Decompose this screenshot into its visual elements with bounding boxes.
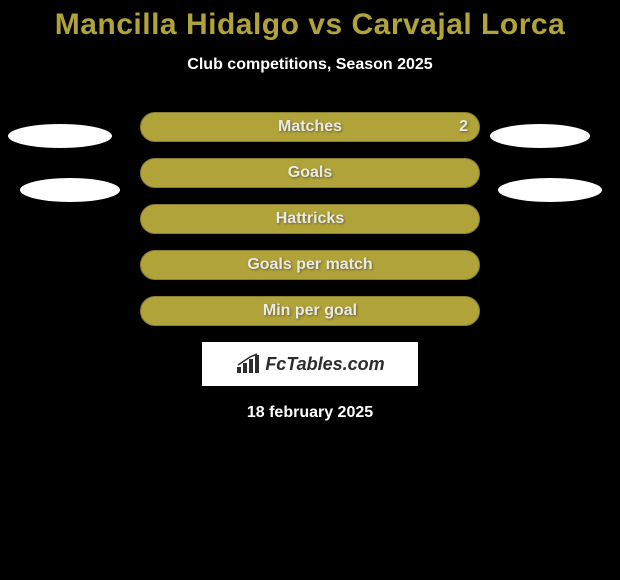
stat-row: Min per goal	[0, 296, 620, 326]
stat-value: 2	[140, 112, 468, 142]
logo-text: FcTables.com	[265, 354, 384, 375]
stat-row: Goals per match	[0, 250, 620, 280]
page-subtitle: Club competitions, Season 2025	[0, 56, 620, 74]
stat-label: Hattricks	[140, 204, 480, 234]
chart-icon	[235, 353, 261, 375]
decor-ellipse	[490, 124, 590, 148]
page-title: Mancilla Hidalgo vs Carvajal Lorca	[0, 0, 620, 42]
stat-label: Goals	[140, 158, 480, 188]
stat-label: Goals per match	[140, 250, 480, 280]
decor-ellipse	[8, 124, 112, 148]
decor-ellipse	[20, 178, 120, 202]
decor-ellipse	[498, 178, 602, 202]
logo-box: FcTables.com	[202, 342, 418, 386]
stat-row: Hattricks	[0, 204, 620, 234]
stat-label: Min per goal	[140, 296, 480, 326]
footer-date: 18 february 2025	[0, 404, 620, 422]
